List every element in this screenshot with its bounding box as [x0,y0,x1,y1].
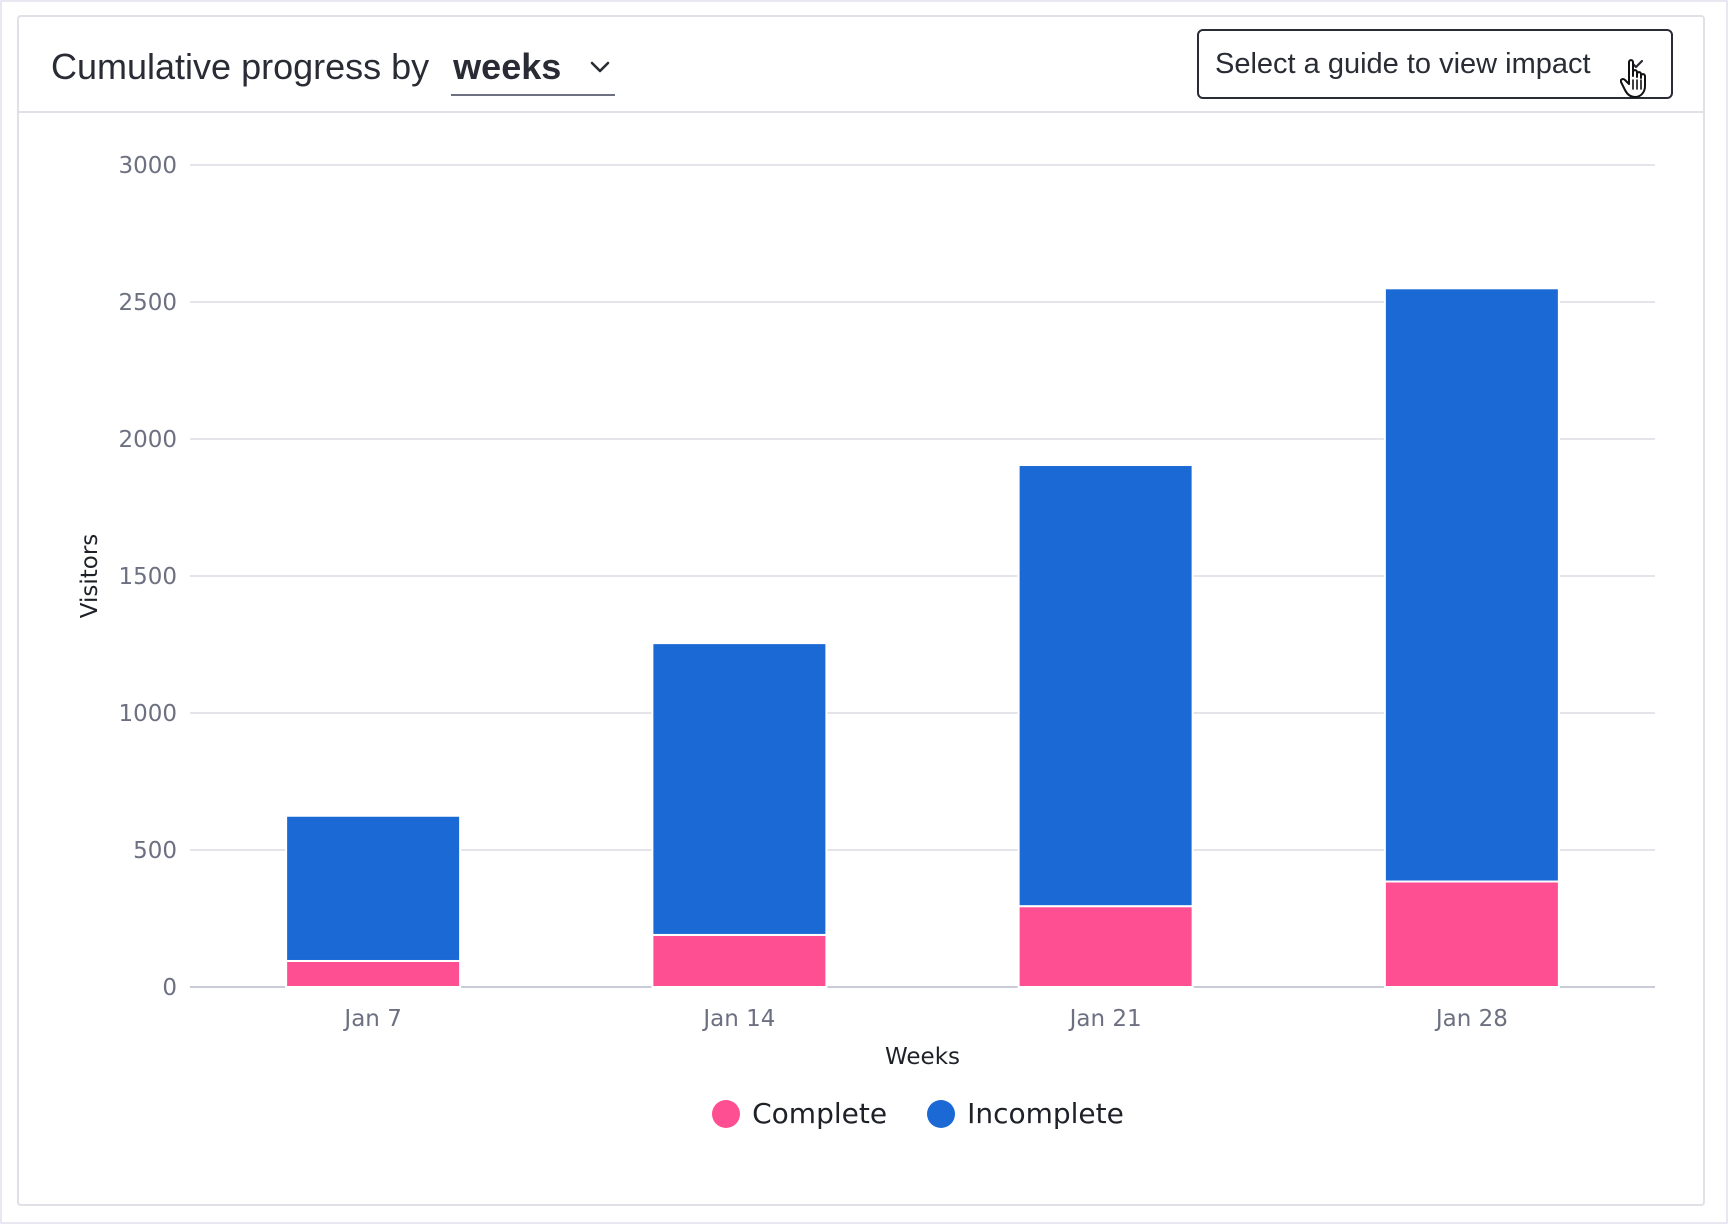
hand-pointer-icon [1620,59,1646,98]
y-tick-label: 2500 [118,290,177,316]
bar-incomplete-jan-28 [1383,287,1560,883]
guide-select-dropdown[interactable]: Select a guide to view impact [1197,29,1673,99]
bar-complete-jan-28 [1383,880,1560,989]
y-axis-title: Visitors [77,534,103,619]
guide-select-placeholder: Select a guide to view impact [1215,47,1591,80]
y-tick-label: 1500 [118,564,177,590]
period-dropdown[interactable]: weeks [451,46,616,96]
x-axis-title: Weeks [885,1044,960,1070]
bar-incomplete-jan-14 [651,642,828,936]
legend-label-incomplete: Incomplete [967,1097,1124,1130]
legend-item-incomplete[interactable]: Incomplete [927,1097,1124,1130]
card-header: Cumulative progress by weeks Select a gu… [19,17,1703,113]
legend-dot-complete [712,1099,741,1128]
chevron-down-icon [590,61,610,73]
legend-dot-incomplete [927,1099,956,1128]
legend-label-complete: Complete [752,1097,888,1130]
bar-complete-jan-14 [651,933,828,989]
legend-item-complete[interactable]: Complete [712,1097,887,1130]
y-tick-label: 0 [162,975,177,1001]
x-tick-label: Jan 21 [1068,1006,1142,1032]
bar-incomplete-jan-7 [285,814,462,962]
bar-complete-jan-21 [1017,905,1194,988]
x-tick-label: Jan 14 [701,1006,775,1032]
y-tick-label: 500 [133,838,177,864]
bar-complete-jan-7 [285,959,462,988]
period-value: weeks [453,46,562,87]
bar-incomplete-jan-21 [1017,464,1194,908]
y-tick-label: 3000 [118,153,177,179]
x-tick-label: Jan 28 [1434,1006,1508,1032]
page-title: Cumulative progress by weeks [51,43,616,96]
x-tick-label: Jan 7 [342,1006,401,1032]
chart-legend: Complete Incomplete [0,1097,1728,1130]
title-prefix: Cumulative progress by [51,46,440,87]
y-tick-label: 1000 [118,701,177,727]
y-tick-label: 2000 [118,427,177,453]
